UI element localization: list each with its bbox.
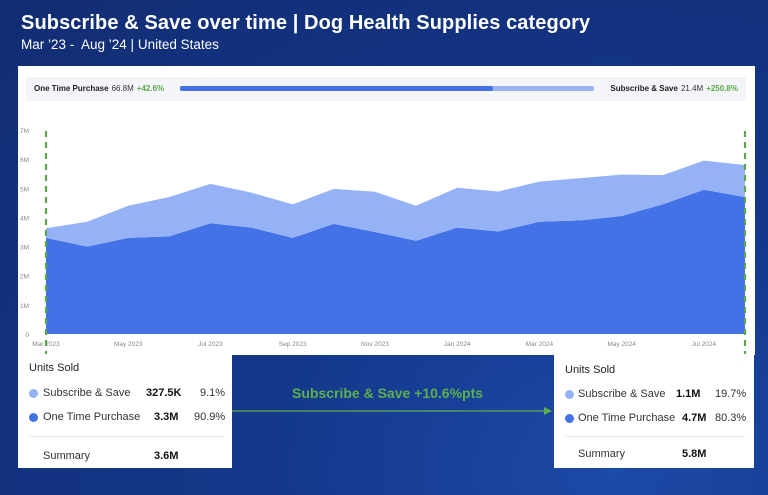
- start-row-otp-label: One Time Purchase: [43, 411, 141, 423]
- share-left-change: +42.6%: [136, 84, 165, 93]
- end-row-otp-dot: [565, 414, 574, 423]
- share-left-value: 66.8M: [111, 84, 134, 93]
- start-row-sns-pct: 9.1%: [200, 387, 226, 399]
- region-label: United States: [137, 37, 219, 52]
- y-tick-label: 2M: [20, 274, 29, 281]
- area-series-1: [46, 160, 745, 247]
- x-tick-label: Jul 2024: [692, 341, 717, 348]
- start-row-sns-label: Subscribe & Save: [43, 387, 131, 399]
- share-bar-track: [180, 86, 594, 91]
- x-tick-label: Jan 2024: [444, 341, 471, 348]
- end-card-divider: [565, 436, 745, 437]
- y-tick-label: 6M: [20, 157, 29, 164]
- start-row-otp-value: 3.3M: [154, 411, 179, 423]
- start-row-sns-dot: [29, 389, 38, 398]
- share-right-legend: Subscribe & Save 21.4M +250.8%: [610, 84, 738, 93]
- end-units-card: Units Sold Subscribe & Save 1.1M 19.7% O…: [554, 354, 754, 468]
- start-card-divider: [29, 436, 224, 437]
- x-tick-label: Mar 2024: [526, 341, 554, 348]
- change-callout: Subscribe & Save +10.6%pts: [292, 385, 484, 401]
- y-tick-label: 5M: [20, 186, 29, 193]
- share-right-value: 21.4M: [680, 84, 704, 93]
- page-subtitle: Mar ’23 - Aug ’24 | United States: [21, 37, 219, 52]
- end-row-sns-dot: [565, 390, 574, 399]
- end-summary-value: 5.8M: [682, 448, 707, 460]
- x-tick-label: Nov 2023: [361, 341, 389, 348]
- date-range: Mar ’23 - Aug ’24 |: [21, 37, 135, 52]
- y-tick-label: 7M: [20, 128, 29, 135]
- start-units-card: Units Sold Subscribe & Save 327.5K 9.1% …: [18, 354, 232, 468]
- area-series-0: [46, 189, 745, 334]
- share-left-label: One Time Purchase: [34, 84, 109, 93]
- end-row-sns-label: Subscribe & Save: [578, 388, 666, 400]
- end-card-title: Units Sold: [565, 364, 616, 376]
- y-tick-label: 4M: [20, 215, 29, 222]
- y-tick-label: 3M: [20, 245, 29, 252]
- start-row-sns-value: 327.5K: [146, 387, 182, 399]
- end-row-sns-value: 1.1M: [676, 388, 701, 400]
- end-row-otp-label: One Time Purchase: [578, 412, 676, 424]
- start-card-title: Units Sold: [29, 362, 80, 374]
- start-row-otp-dot: [29, 413, 38, 422]
- change-arrow-head: [544, 407, 552, 415]
- share-bar: One Time Purchase 66.8M +42.6% Subscribe &…: [26, 77, 746, 101]
- x-tick-label: Sep 2023: [279, 341, 307, 348]
- end-row-otp-pct: 80.3%: [715, 412, 747, 424]
- end-summary-label: Summary: [578, 448, 626, 460]
- y-tick-label: 0: [25, 332, 29, 339]
- share-right-change: +250.8%: [706, 84, 738, 93]
- share-bar-fill: [180, 86, 494, 91]
- share-right-label: Subscribe & Save: [610, 84, 678, 93]
- x-tick-label: May 2024: [607, 341, 636, 348]
- start-row-otp-pct: 90.9%: [194, 411, 226, 423]
- start-summary-label: Summary: [43, 450, 91, 462]
- x-tick-label: Jul 2023: [198, 341, 223, 348]
- y-tick-label: 1M: [20, 303, 29, 310]
- end-row-otp-value: 4.7M: [682, 412, 707, 424]
- start-summary-value: 3.6M: [154, 450, 179, 462]
- x-tick-label: May 2023: [114, 341, 143, 348]
- end-row-sns-pct: 19.7%: [715, 388, 747, 400]
- share-left-legend: One Time Purchase 66.8M +42.6%: [34, 84, 164, 93]
- page-title: Subscribe & Save over time | Dog Health …: [21, 12, 591, 34]
